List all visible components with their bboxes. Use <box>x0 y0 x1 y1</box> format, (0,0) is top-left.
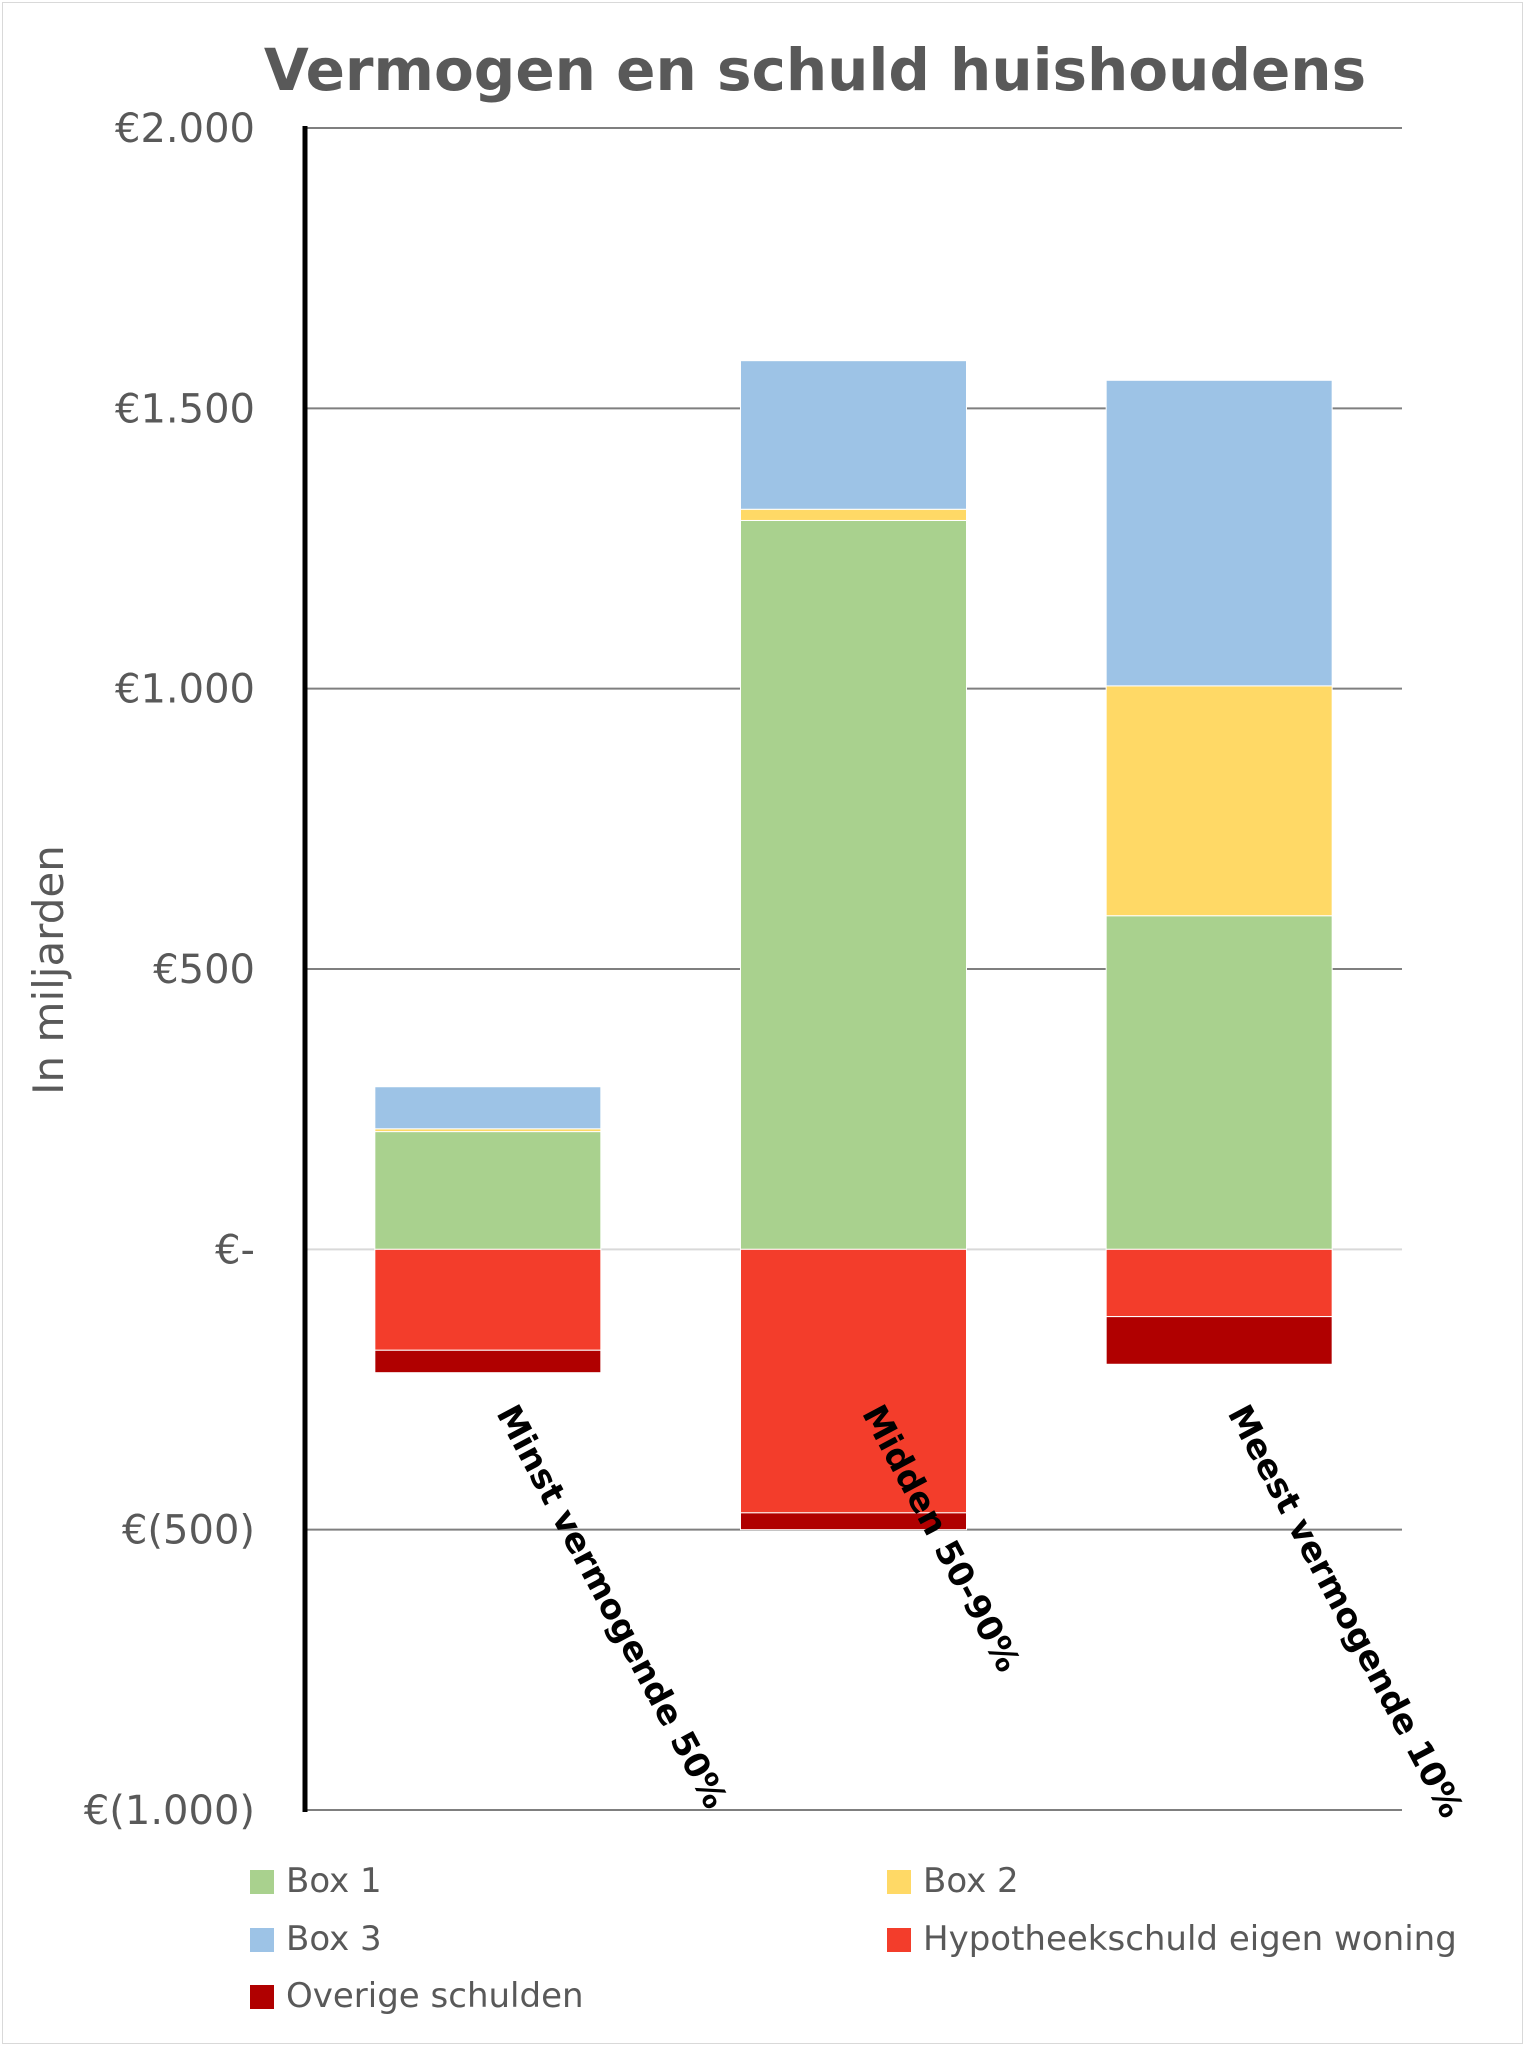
bar-segment <box>1105 379 1333 687</box>
legend-label: Box 1 <box>286 1861 382 1901</box>
x-tick-label: Meest vermogende 10% <box>1219 1398 1471 1824</box>
bar-segment <box>740 1512 967 1531</box>
legend-swatch <box>250 1985 274 2009</box>
legend-swatch <box>250 1928 274 1952</box>
bar-segment <box>740 1248 967 1514</box>
y-tick-labels: €2.000 €1.500 €1.000 €500 €- €(500) €(1.000) <box>84 106 255 1834</box>
legend-swatch <box>887 1928 911 1952</box>
y-tick-label: €2.000 <box>115 106 255 152</box>
y-tick-label: €- <box>215 1227 255 1273</box>
y-axis-label: In miljarden <box>24 845 73 1095</box>
bar-segment <box>374 1086 602 1130</box>
bar-segment <box>740 508 967 521</box>
legend: Box 1 Box 2 Box 3 Hypotheekschuld eigen won… <box>250 1861 1457 2016</box>
legend-label: Box 2 <box>923 1861 1019 1901</box>
legend-swatch <box>887 1870 911 1894</box>
legend-label: Hypotheekschuld eigen woning <box>923 1919 1457 1959</box>
bar-segment <box>374 1131 602 1250</box>
bar-segment <box>374 1248 602 1351</box>
bar-segment <box>1105 685 1333 917</box>
bar-segment <box>1105 1248 1333 1318</box>
bars <box>374 360 1333 1531</box>
bar-segment <box>374 1349 602 1374</box>
bar-segment <box>740 360 967 510</box>
legend-label: Overige schulden <box>286 1976 584 2016</box>
x-tick-labels: Minst vermogende 50% Midden 50-90% Meest v… <box>488 1398 1471 1824</box>
legend-swatch <box>250 1870 274 1894</box>
y-tick-label: €1.000 <box>115 667 255 713</box>
y-tick-label: €(1.000) <box>84 1788 255 1834</box>
bar-segment <box>1105 915 1333 1250</box>
x-tick-label: Minst vermogende 50% <box>488 1398 735 1815</box>
y-tick-label: €500 <box>153 947 255 993</box>
bar-segment <box>740 519 967 1250</box>
y-tick-label: €1.500 <box>115 386 255 432</box>
chart-title: Vermogen en schuld huishoudens <box>264 36 1366 104</box>
bar-segment <box>1105 1316 1333 1365</box>
y-tick-label: €(500) <box>122 1508 255 1554</box>
legend-label: Box 3 <box>286 1919 382 1959</box>
